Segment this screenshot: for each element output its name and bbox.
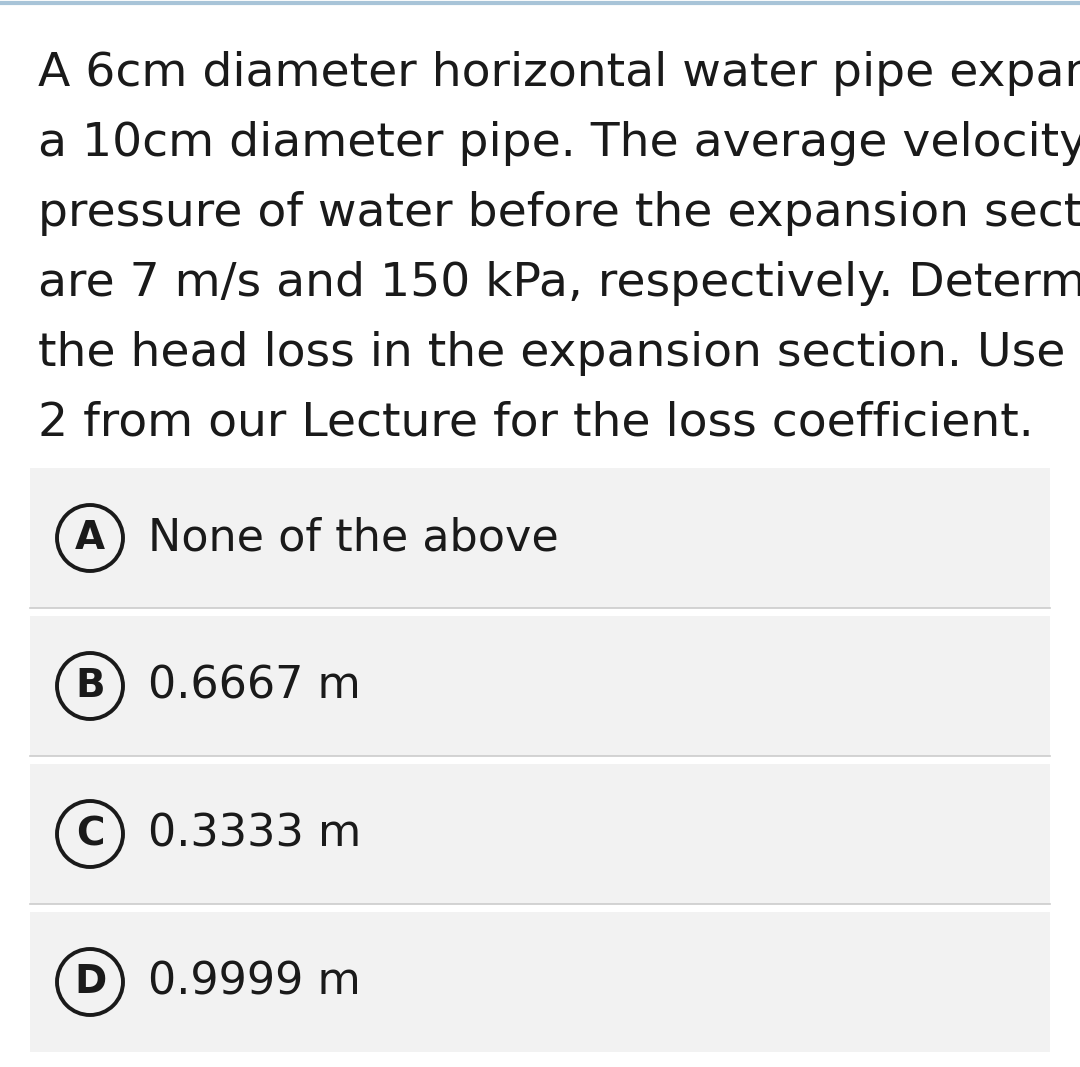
Text: None of the above: None of the above [148,516,558,559]
Text: 2 from our Lecture for the loss coefficient.: 2 from our Lecture for the loss coeffici… [38,400,1034,446]
Text: a 10cm diameter pipe. The average velocity and: a 10cm diameter pipe. The average veloci… [38,121,1080,165]
Text: pressure of water before the expansion section: pressure of water before the expansion s… [38,191,1080,236]
Text: C: C [76,815,105,853]
FancyBboxPatch shape [30,468,1050,608]
Text: are 7 m/s and 150 kPa, respectively. Determine: are 7 m/s and 150 kPa, respectively. Det… [38,260,1080,305]
Text: 0.6667 m: 0.6667 m [148,665,361,707]
Text: the head loss in the expansion section. Use Table: the head loss in the expansion section. … [38,331,1080,376]
FancyBboxPatch shape [30,764,1050,904]
Text: 0.9999 m: 0.9999 m [148,960,361,1003]
Text: A: A [75,519,105,557]
Text: B: B [76,667,105,705]
FancyBboxPatch shape [30,912,1050,1052]
Text: 0.3333 m: 0.3333 m [148,812,361,856]
FancyBboxPatch shape [30,616,1050,757]
Text: A 6cm diameter horizontal water pipe expands to: A 6cm diameter horizontal water pipe exp… [38,50,1080,96]
Text: D: D [73,964,106,1001]
